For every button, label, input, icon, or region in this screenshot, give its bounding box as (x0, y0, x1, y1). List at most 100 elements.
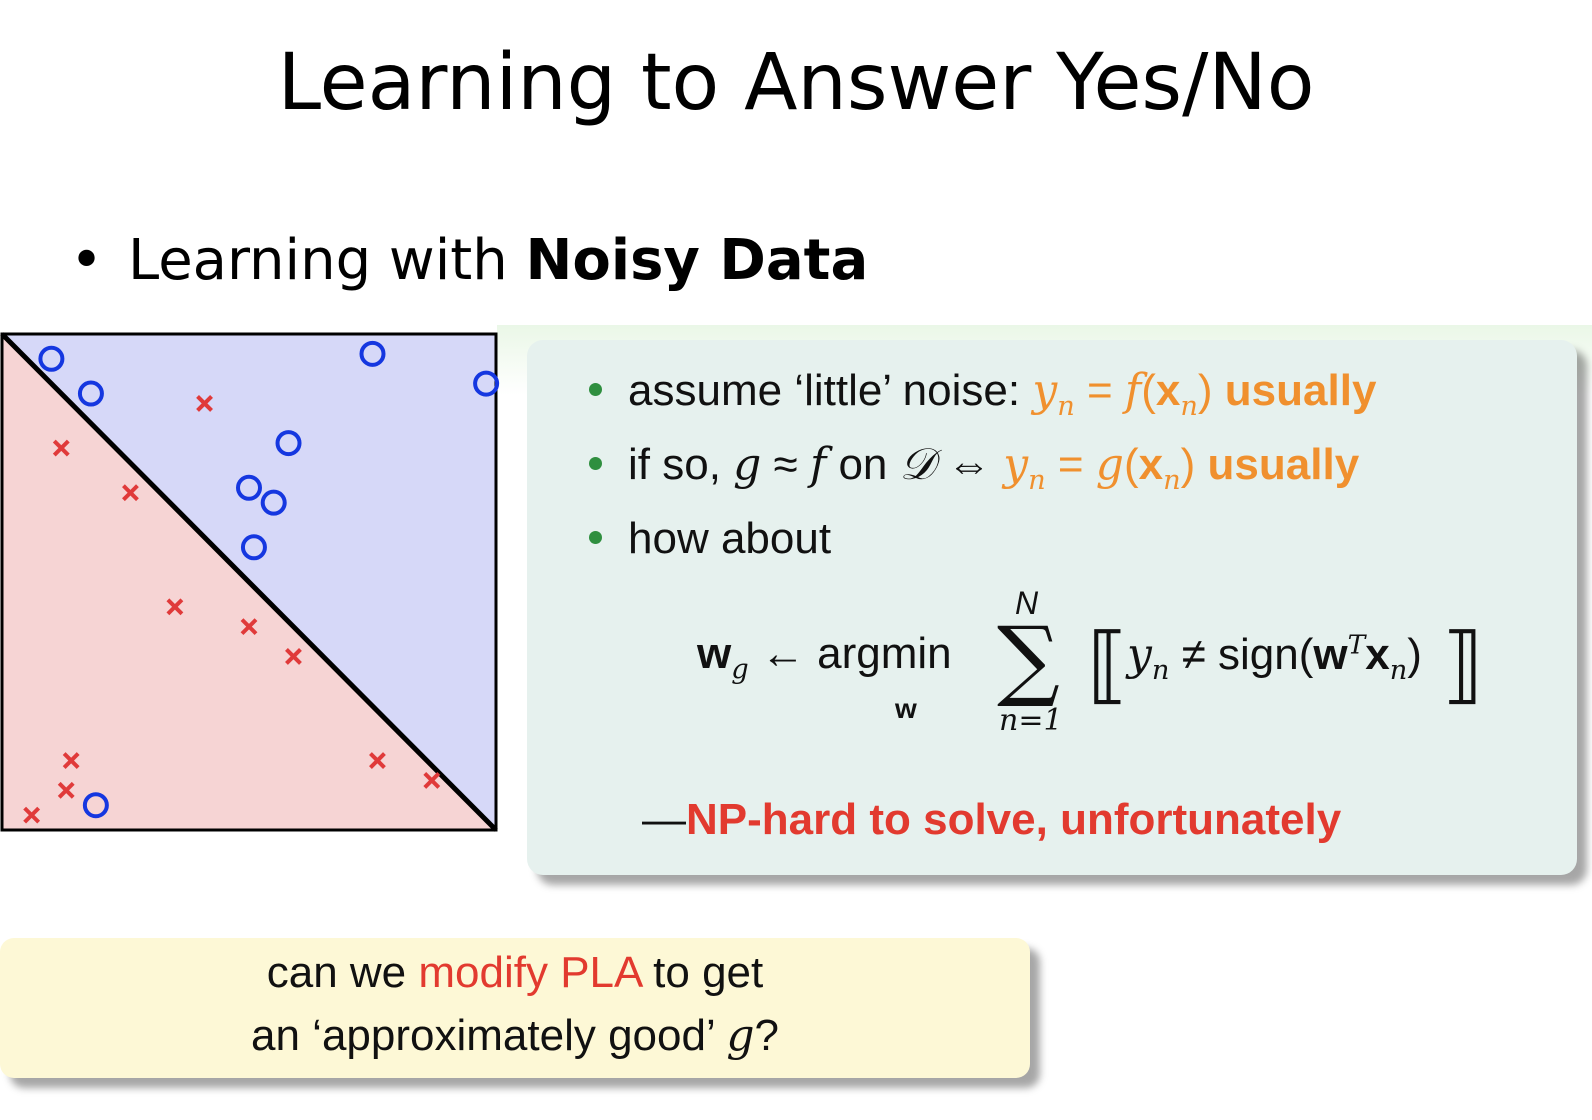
math-f: f (1124, 365, 1142, 416)
data-point-cross (52, 439, 70, 457)
math-paren: ) (1407, 630, 1422, 679)
data-point-circle (240, 534, 267, 561)
separator-line (0, 332, 498, 832)
math-x: x (1138, 440, 1164, 489)
right-bracket: ⟧ (1442, 615, 1484, 713)
bullet-dot (589, 382, 602, 396)
question-text: ? (754, 1011, 779, 1060)
math-paren: ) (1197, 366, 1213, 415)
math-sub: n (1163, 464, 1181, 496)
left-bracket: ⟦ (1087, 615, 1129, 713)
data-point-cross (23, 806, 41, 824)
cross-stroke (285, 647, 302, 665)
question-box: can we modify PLA to get an ‘approximate… (0, 938, 1030, 1078)
bullet-text: how about (628, 514, 832, 563)
question-line-2: an ‘approximately good’ g? (0, 1010, 1030, 1061)
sum-symbol: ∑ (997, 607, 1060, 710)
usually-text: usually (1224, 366, 1377, 415)
plot-frame (0, 332, 498, 832)
np-hard-line: —NP-hard to solve, unfortunately (642, 795, 1341, 845)
question-text: an ‘approximately good’ (251, 1011, 727, 1060)
bullet-list: assume ‘little’ noise: yn = f(xn) usuall… (589, 354, 1376, 576)
question-highlight: modify PLA (418, 948, 641, 997)
cross-stroke (240, 618, 258, 636)
math-sup: T (1347, 629, 1366, 661)
sum-lower-text: n=1 (999, 703, 1063, 738)
math-paren: ( (1123, 440, 1139, 489)
math-sub: n (1180, 390, 1198, 422)
data-point-circle (236, 474, 262, 501)
question-text: to get (640, 948, 764, 997)
cross-stroke (423, 771, 441, 789)
math-g: g (733, 439, 762, 490)
data-point-circle (473, 370, 500, 397)
bullet-if-so: if so, g ≈ f on 𝒟 ⇔ yn = g(xn) usually (589, 428, 1376, 502)
math-argmin: ← argmin (748, 629, 952, 678)
cross-stroke (196, 395, 213, 412)
noisy-data-plot (0, 332, 500, 839)
cross-stroke (52, 439, 70, 457)
argmin-formula: wg ← argmin w N ∑ n=1 ⟦ yn ≠ sign(wTxn) … (697, 585, 1517, 745)
math-g: g (1095, 439, 1124, 490)
data-point-cross (369, 752, 386, 769)
bullet-dot: • (70, 228, 104, 293)
math-sub: n (1057, 390, 1075, 422)
math-d: 𝒟 (899, 439, 935, 490)
math-paren: ) (1180, 440, 1196, 489)
bullet-assume-noise: assume ‘little’ noise: yn = f(xn) usuall… (589, 354, 1376, 428)
math-f: f (809, 439, 827, 490)
math-y: y (1003, 439, 1029, 490)
math-sub: n (1028, 464, 1046, 496)
bullet-dot (589, 456, 602, 470)
math-w: w (697, 629, 732, 678)
bullet-dot (589, 530, 602, 544)
main-bullet: • Learning with Noisy Data (70, 228, 868, 293)
math-sub: g (731, 653, 749, 685)
noise-explanation-box: assume ‘little’ noise: yn = f(xn) usuall… (527, 340, 1577, 875)
np-hard-text: NP-hard to solve, unfortunately (686, 795, 1342, 844)
data-point-cross (166, 598, 184, 616)
data-point-cross (240, 618, 258, 636)
math-eq: = (1074, 366, 1125, 415)
question-text: can we (266, 948, 419, 997)
bullet-text: assume ‘little’ noise: (628, 366, 1033, 415)
sum-lower-limit: n=1 (999, 703, 1063, 738)
data-point-circle (359, 340, 386, 367)
math-sub: n (1151, 654, 1170, 686)
formula-lhs: wg ← argmin (697, 629, 952, 685)
math-x: x (1155, 366, 1181, 415)
math-y: y (1032, 365, 1058, 416)
question-line-1: can we modify PLA to get (0, 948, 1030, 998)
plot-marks (23, 340, 500, 824)
math-sub: n (1389, 654, 1408, 686)
math-paren: ( (1141, 366, 1156, 415)
bullet-text: if so, (628, 440, 734, 489)
data-point-circle (38, 345, 65, 372)
cross-stroke (23, 806, 41, 824)
math-iff: ⇔ (934, 440, 1004, 489)
data-point-cross (62, 752, 80, 769)
data-point-cross (196, 395, 213, 412)
math-w: w (1313, 630, 1348, 679)
cross-stroke (369, 752, 386, 769)
math-x: x (1365, 630, 1390, 679)
data-point-circle (260, 489, 287, 516)
dash: — (642, 795, 686, 844)
slide-title: Learning to Answer Yes/No (277, 38, 1315, 128)
data-point-circle (77, 380, 104, 407)
math-approx: ≈ (761, 440, 810, 489)
math-y: y (1127, 629, 1152, 680)
bullet-text: on (826, 440, 900, 489)
formula-rhs: yn ≠ sign(wTxn) (1127, 629, 1422, 686)
bullet-bold-text: Noisy Data (525, 228, 869, 293)
data-point-cross (423, 771, 441, 789)
sum-upper-limit: N (1015, 585, 1039, 621)
data-point-circle (275, 430, 302, 457)
data-point-circle (82, 792, 109, 819)
data-point-cross (285, 647, 302, 665)
data-point-cross (122, 484, 139, 502)
data-point-cross (57, 781, 75, 799)
usually-text: usually (1207, 440, 1360, 489)
math-sign: ≠ sign( (1169, 630, 1314, 679)
bullet-text: Learning with (128, 228, 526, 293)
